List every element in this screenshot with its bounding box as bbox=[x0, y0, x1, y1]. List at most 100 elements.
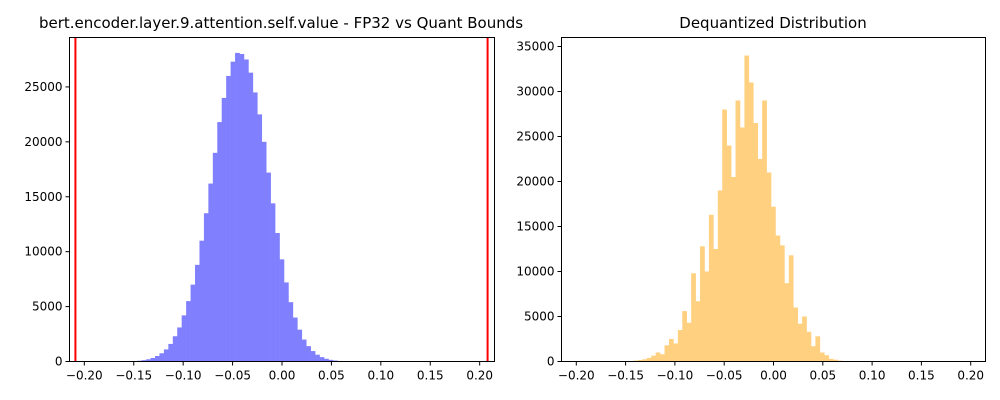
y-axis-ticks: 0 5000 10000 15000 20000 25000 30000 35000 bbox=[516, 40, 562, 369]
histogram-bar bbox=[637, 360, 643, 362]
histogram-bar bbox=[735, 100, 741, 362]
histogram-bar bbox=[651, 355, 656, 362]
x-tick-label: −0.20 bbox=[558, 369, 595, 383]
histogram-bar bbox=[283, 282, 289, 362]
histogram-bar bbox=[748, 82, 754, 362]
x-tick-label: 0.10 bbox=[859, 369, 886, 383]
x-tick-label: 0.15 bbox=[908, 369, 935, 383]
histogram-bar bbox=[682, 311, 688, 362]
histogram-bar bbox=[146, 359, 151, 362]
x-tick-label: 0.05 bbox=[318, 369, 345, 383]
histogram-bar bbox=[235, 52, 240, 362]
histogram-bar bbox=[328, 359, 334, 362]
histogram-bar bbox=[190, 284, 196, 362]
histogram-bar bbox=[788, 255, 794, 362]
histogram-bar bbox=[713, 249, 719, 362]
histogram-bar bbox=[208, 183, 214, 362]
histogram-bar bbox=[203, 213, 209, 362]
histogram-bar bbox=[646, 357, 652, 362]
histogram-bar bbox=[266, 172, 271, 362]
histogram-bar bbox=[288, 302, 294, 362]
axes-frame bbox=[561, 37, 986, 362]
histogram-bar bbox=[270, 203, 276, 362]
histogram-bar bbox=[310, 351, 316, 362]
histogram-bar bbox=[771, 206, 776, 362]
histogram-bar bbox=[704, 271, 710, 362]
y-tick-label: 10000 bbox=[516, 265, 554, 279]
y-tick-label: 15000 bbox=[24, 190, 62, 204]
histogram-bar bbox=[731, 177, 736, 362]
y-tick-label: 20000 bbox=[516, 175, 554, 189]
y-axis-ticks: 0 5000 10000 15000 20000 25000 bbox=[24, 80, 70, 369]
histogram-bar bbox=[828, 358, 834, 362]
x-tick-label: 0.05 bbox=[809, 369, 836, 383]
histogram-bar bbox=[315, 354, 320, 362]
histogram-bar bbox=[159, 353, 165, 362]
histogram-bar bbox=[275, 232, 280, 362]
histogram-bar bbox=[177, 327, 182, 362]
histogram-bar bbox=[708, 214, 714, 362]
y-tick-label: 10000 bbox=[24, 245, 62, 259]
chart-title: bert.encoder.layer.9.attention.self.valu… bbox=[39, 14, 523, 32]
histogram-bar bbox=[686, 322, 692, 362]
x-tick-label: −0.10 bbox=[165, 369, 202, 383]
quant-bound-lines bbox=[74, 37, 489, 362]
y-tick-label: 15000 bbox=[516, 220, 554, 234]
histogram-bar bbox=[784, 283, 790, 362]
histogram-bar bbox=[186, 301, 191, 362]
x-tick-label: 0.20 bbox=[466, 369, 493, 383]
y-tick-label: 35000 bbox=[516, 40, 554, 54]
histogram-bar bbox=[664, 345, 670, 362]
histogram-bar bbox=[779, 245, 785, 362]
y-tick-label: 25000 bbox=[516, 130, 554, 144]
histogram-bar bbox=[217, 122, 223, 362]
histogram-bar bbox=[700, 246, 705, 362]
histogram-bar bbox=[181, 315, 187, 362]
histogram-bar bbox=[806, 331, 812, 362]
histogram-bar bbox=[802, 316, 807, 362]
histogram-bar bbox=[243, 59, 249, 362]
y-tick-label: 0 bbox=[55, 355, 63, 369]
x-tick-label: 0.00 bbox=[760, 369, 787, 383]
histogram-bar bbox=[753, 123, 759, 362]
histogram-bar bbox=[677, 330, 683, 362]
x-tick-label: −0.10 bbox=[657, 369, 694, 383]
histogram-bar bbox=[775, 235, 781, 362]
histogram-bar bbox=[762, 100, 767, 362]
histogram-bars bbox=[615, 55, 847, 362]
histogram-bar bbox=[673, 343, 679, 362]
histogram-bar bbox=[306, 346, 311, 362]
histogram-bar bbox=[168, 343, 174, 362]
x-tick-label: −0.15 bbox=[115, 369, 152, 383]
histogram-bar bbox=[695, 301, 701, 362]
histogram-bar bbox=[301, 339, 307, 362]
x-tick-label: −0.05 bbox=[214, 369, 251, 383]
histogram-bar bbox=[226, 75, 231, 362]
histogram-bar bbox=[797, 323, 803, 362]
y-tick-label: 5000 bbox=[524, 310, 555, 324]
y-tick-label: 30000 bbox=[516, 85, 554, 99]
histogram-bar bbox=[717, 190, 723, 362]
histogram-bar bbox=[257, 114, 263, 362]
histogram-bar bbox=[793, 307, 798, 362]
histogram-bar bbox=[824, 355, 830, 362]
histogram-bar bbox=[248, 72, 254, 362]
axes-frame bbox=[69, 37, 495, 362]
histogram-bar bbox=[163, 349, 169, 362]
histogram-bar bbox=[660, 354, 665, 362]
histogram-bar bbox=[833, 359, 838, 362]
x-tick-label: 0.00 bbox=[269, 369, 296, 383]
histogram-bar bbox=[757, 159, 763, 362]
chart-dequantized-distribution: Dequantized Distribution 0 5000 10000 15000… bbox=[516, 14, 986, 383]
x-tick-label: 0.15 bbox=[417, 369, 444, 383]
x-tick-label: −0.20 bbox=[66, 369, 103, 383]
histogram-bar bbox=[655, 352, 661, 362]
histogram-bar bbox=[150, 357, 156, 362]
histogram-bar bbox=[722, 109, 727, 362]
histogram-bar bbox=[297, 329, 303, 362]
histogram-bar bbox=[324, 358, 329, 362]
chart-title: Dequantized Distribution bbox=[679, 14, 866, 32]
y-tick-label: 5000 bbox=[32, 300, 63, 314]
x-tick-label: 0.10 bbox=[367, 369, 394, 383]
